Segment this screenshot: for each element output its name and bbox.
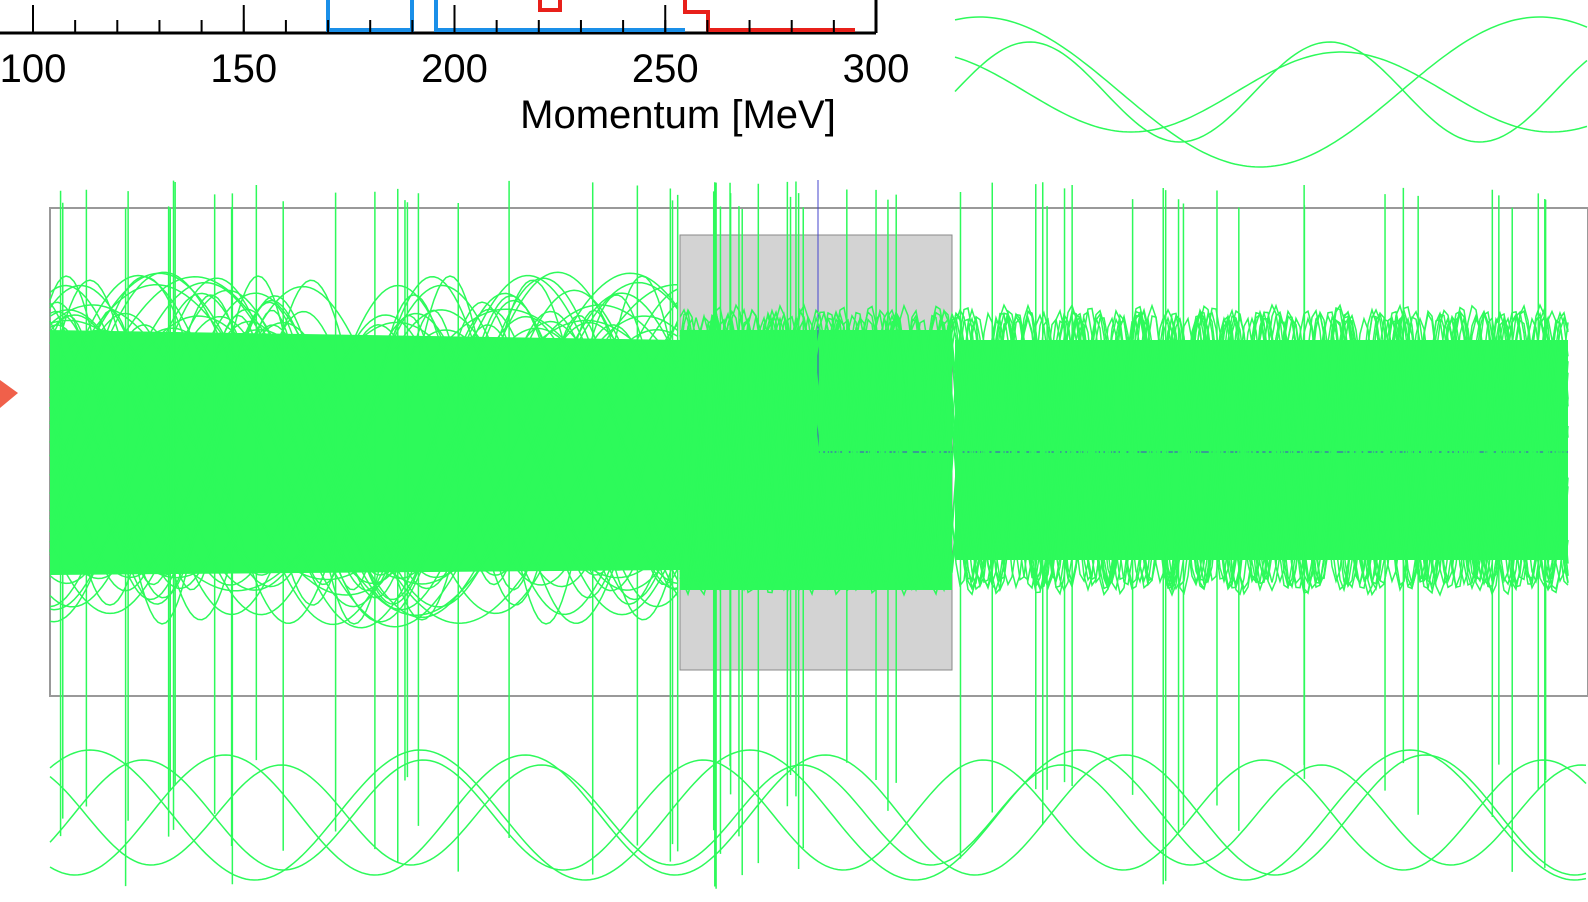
tick-label: 100 bbox=[0, 47, 66, 91]
page: Momentum [MeV] 100150200250300 (() => { … bbox=[0, 0, 1588, 902]
tick-label: 250 bbox=[632, 47, 699, 91]
helix bbox=[955, 17, 1587, 167]
histogram-step bbox=[540, 0, 560, 10]
helix bbox=[50, 755, 1586, 875]
tick-label: 200 bbox=[421, 47, 488, 91]
helix bbox=[50, 760, 1586, 870]
event-display bbox=[0, 17, 1588, 889]
axis-label: Momentum [MeV] bbox=[520, 93, 836, 137]
beam-arrow bbox=[0, 380, 18, 408]
tick-label: 300 bbox=[843, 47, 910, 91]
helix bbox=[50, 765, 1586, 865]
histogram-step bbox=[685, 0, 855, 30]
scene: Momentum [MeV] 100 150 200 250 300 bbox=[0, 0, 1588, 902]
helix bbox=[955, 52, 1587, 132]
helix bbox=[955, 42, 1587, 142]
momentum-axis: Momentum [MeV] 100 150 200 250 300 bbox=[0, 0, 909, 137]
tick-label: 150 bbox=[210, 47, 277, 91]
